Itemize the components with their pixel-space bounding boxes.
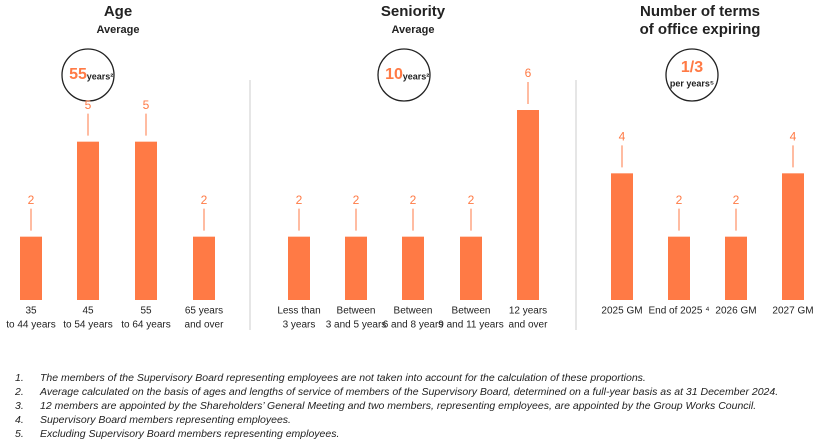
bar: [611, 173, 633, 300]
category-label: 45: [82, 306, 94, 317]
bar: [725, 236, 747, 300]
category-label: 2025 GM: [601, 306, 642, 317]
panel-subtitle: Average: [96, 24, 139, 36]
value-label: 2: [468, 193, 475, 207]
panel-title: Seniority: [381, 3, 446, 20]
category-label: 55: [140, 306, 152, 317]
panel-title: Age: [104, 3, 132, 20]
bar: [345, 236, 367, 300]
value-label: 4: [790, 130, 797, 144]
panel-title: Number of terms: [640, 3, 760, 20]
category-label: Between: [337, 306, 376, 317]
category-label: 2027 GM: [772, 306, 813, 317]
badge-unit: years²: [87, 71, 114, 81]
bar: [402, 236, 424, 300]
footnote-text: Excluding Supervisory Board members repr…: [40, 428, 339, 440]
category-label: 2026 GM: [715, 306, 756, 317]
badge-circle: [377, 48, 431, 102]
value-label: 6: [525, 66, 532, 80]
badge-unit: per years⁵: [670, 78, 714, 88]
footnote-text: Average calculated on the basis of ages …: [39, 386, 778, 398]
value-label: 5: [85, 98, 92, 112]
bar: [20, 236, 42, 300]
badge-circle: [61, 48, 115, 102]
badge-value: 55: [69, 66, 87, 83]
bar: [135, 141, 157, 300]
value-label: 5: [143, 98, 150, 112]
value-label: 4: [619, 130, 626, 144]
value-label: 2: [296, 193, 303, 207]
bar: [460, 236, 482, 300]
footnote-number: 1.: [15, 372, 24, 384]
panel-title: of office expiring: [640, 21, 761, 38]
bar: [782, 173, 804, 300]
footnote-text: Supervisory Board members representing e…: [40, 414, 291, 426]
bar: [668, 236, 690, 300]
panel-subtitle: Average: [391, 24, 434, 36]
category-label: Between: [452, 306, 491, 317]
badge-circle: [665, 48, 719, 102]
category-label: and over: [509, 320, 549, 331]
category-label: to 64 years: [121, 320, 170, 331]
badge-value: 1/3: [681, 59, 703, 76]
footnote-number: 3.: [15, 400, 24, 412]
footnote-number: 5.: [15, 428, 24, 440]
category-label: Between: [394, 306, 433, 317]
value-label: 2: [28, 193, 35, 207]
category-label: Less than: [277, 306, 320, 317]
badge-value: 10: [385, 66, 403, 83]
footnote-number: 4.: [15, 414, 24, 426]
category-label: 35: [25, 306, 37, 317]
value-label: 2: [410, 193, 417, 207]
category-label: 3 and 5 years: [326, 320, 387, 331]
category-label: 6 and 8 years: [383, 320, 444, 331]
value-label: 2: [676, 193, 683, 207]
bar: [517, 110, 539, 300]
category-label: 12 years: [509, 306, 547, 317]
footnote-text: 12 members are appointed by the Sharehol…: [40, 400, 756, 412]
value-label: 2: [733, 193, 740, 207]
category-label: 65 years: [185, 306, 223, 317]
category-label: to 44 years: [6, 320, 55, 331]
bar: [77, 141, 99, 300]
badge-unit: years²: [403, 71, 430, 81]
category-label: and over: [185, 320, 225, 331]
footnote-number: 2.: [14, 386, 24, 398]
value-label: 2: [353, 193, 360, 207]
category-label: 3 years: [283, 320, 316, 331]
category-label: to 54 years: [63, 320, 112, 331]
value-label: 2: [201, 193, 208, 207]
bar: [193, 236, 215, 300]
category-label: 9 and 11 years: [438, 320, 503, 331]
bar: [288, 236, 310, 300]
category-label: End of 2025 ⁴: [648, 306, 709, 317]
footnote-text: The members of the Supervisory Board rep…: [40, 372, 646, 384]
